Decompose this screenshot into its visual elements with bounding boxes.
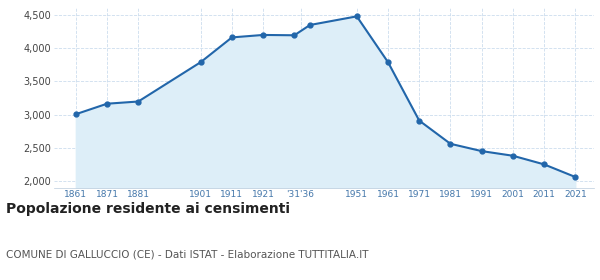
Text: COMUNE DI GALLUCCIO (CE) - Dati ISTAT - Elaborazione TUTTITALIA.IT: COMUNE DI GALLUCCIO (CE) - Dati ISTAT - …	[6, 249, 368, 259]
Text: Popolazione residente ai censimenti: Popolazione residente ai censimenti	[6, 202, 290, 216]
